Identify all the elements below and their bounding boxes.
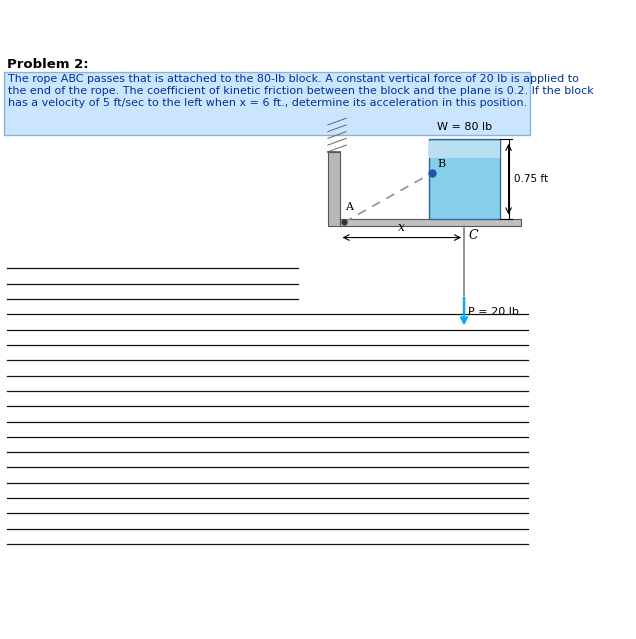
Bar	[429, 139, 500, 219]
Text: 0.75 ft: 0.75 ft	[514, 174, 548, 184]
Text: x: x	[398, 221, 405, 234]
Text: The rope ABC passes that is attached to the 80-lb block. A constant vertical for: The rope ABC passes that is attached to …	[8, 75, 578, 84]
Bar	[328, 152, 340, 226]
Bar	[340, 219, 521, 226]
Text: has a velocity of 5 ft/sec to the left when x = 6 ft., determine its acceleratio: has a velocity of 5 ft/sec to the left w…	[8, 98, 527, 108]
Text: Problem 2:: Problem 2:	[7, 58, 88, 71]
Bar	[4, 72, 530, 135]
Text: W = 80 lb: W = 80 lb	[437, 123, 492, 132]
Text: C: C	[468, 229, 478, 242]
Text: A: A	[345, 203, 354, 212]
Text: B: B	[437, 160, 445, 169]
Text: P = 20 lb: P = 20 lb	[468, 307, 519, 316]
Bar	[429, 141, 500, 158]
Text: the end of the rope. The coefficient of kinetic friction between the block and t: the end of the rope. The coefficient of …	[8, 86, 593, 96]
